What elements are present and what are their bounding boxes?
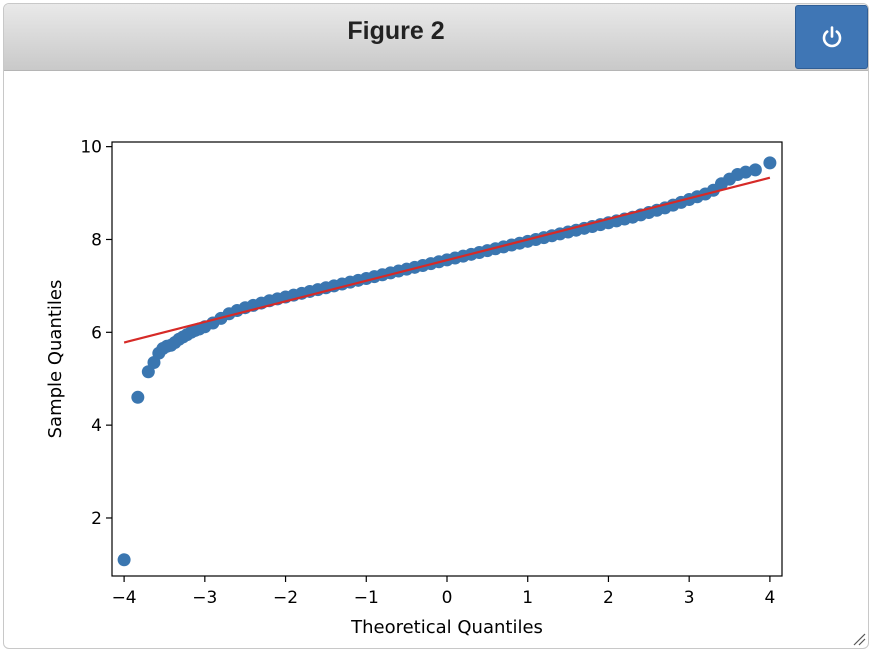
x-tick-label: 1 [522, 588, 533, 608]
y-tick-label: 4 [91, 416, 102, 436]
y-tick-label: 8 [91, 230, 102, 250]
data-point [763, 156, 777, 170]
figure-window: Figure 2 −4 −3 −2 −1 0 1 2 3 4 2 4 6 8 10 Theoretica… [3, 3, 869, 649]
x-tick-label: −2 [273, 588, 298, 608]
plot-marks [117, 156, 777, 567]
data-point [117, 553, 131, 567]
title-bar[interactable]: Figure 2 [4, 4, 868, 71]
power-icon [822, 26, 841, 48]
x-tick-label: 0 [442, 588, 453, 608]
figure-canvas[interactable]: −4 −3 −2 −1 0 1 2 3 4 2 4 6 8 10 Theoretical Quantil… [4, 72, 868, 648]
x-tick-label: −1 [354, 588, 379, 608]
data-point [748, 163, 762, 177]
power-button[interactable] [795, 5, 868, 69]
window-title: Figure 2 [347, 17, 445, 45]
x-axis: −4 −3 −2 −1 0 1 2 3 4 [112, 576, 775, 608]
x-tick-label: −4 [112, 588, 137, 608]
x-axis-label: Theoretical Quantiles [350, 617, 543, 638]
data-point [739, 165, 753, 179]
y-tick-label: 2 [91, 509, 102, 529]
qq-plot: −4 −3 −2 −1 0 1 2 3 4 2 4 6 8 10 Theoretical Quantil… [45, 138, 783, 638]
y-tick-label: 10 [80, 138, 102, 158]
y-axis: 2 4 6 8 10 [80, 138, 112, 529]
y-axis-label: Sample Quantiles [45, 280, 66, 439]
x-tick-label: 4 [764, 588, 775, 608]
resize-grip-icon[interactable] [852, 632, 866, 646]
x-tick-label: 3 [684, 588, 695, 608]
x-tick-label: −3 [192, 588, 217, 608]
data-point [131, 390, 145, 404]
x-tick-label: 2 [603, 588, 614, 608]
fit-line [123, 176, 771, 344]
y-tick-label: 6 [91, 323, 102, 343]
